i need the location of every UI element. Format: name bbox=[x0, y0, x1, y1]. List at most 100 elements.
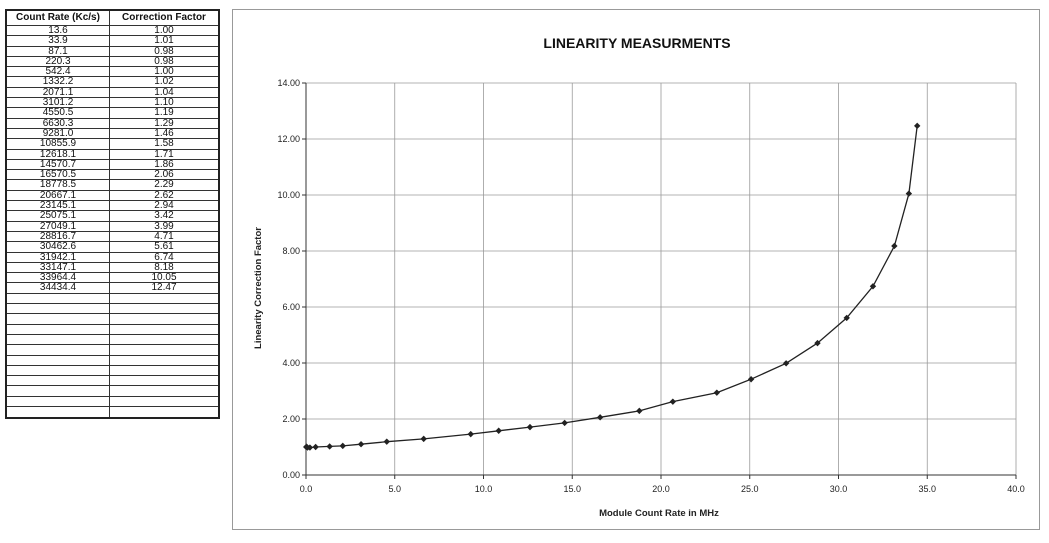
correction-factor-cell bbox=[110, 304, 218, 313]
correction-factor-cell: 8.18 bbox=[154, 262, 174, 273]
table-row: 542.4 1.00 bbox=[7, 67, 218, 78]
count-rate-cell: 33.9 bbox=[7, 36, 110, 46]
correction-factor-cell bbox=[110, 376, 218, 385]
correction-factor-cell: 1.58 bbox=[154, 139, 174, 149]
data-point bbox=[905, 190, 913, 197]
table-row: 20667.1 2.62 bbox=[7, 190, 218, 202]
count-rate-cell: 30462.6 bbox=[7, 242, 110, 252]
count-rate-cell: 1332.2 bbox=[7, 77, 110, 87]
count-rate-cell bbox=[7, 386, 110, 396]
y-tick-label: 12.00 bbox=[277, 134, 300, 144]
count-rate-cell: 28816.7 bbox=[7, 231, 110, 242]
table-row: 14570.7 1.86 bbox=[7, 159, 218, 171]
data-point bbox=[561, 419, 568, 427]
table-row: 13.6 1.00 bbox=[7, 26, 218, 37]
data-point bbox=[747, 376, 755, 383]
x-tick-label: 30.0 bbox=[830, 484, 848, 494]
correction-factor-cell: 1.02 bbox=[154, 77, 174, 87]
count-rate-cell: 34434.4 bbox=[7, 283, 110, 293]
data-point bbox=[814, 339, 821, 347]
table-row bbox=[7, 396, 218, 407]
table-row: 9281.0 1.46 bbox=[7, 128, 218, 140]
x-tick-label: 0.0 bbox=[300, 484, 313, 494]
data-point bbox=[357, 441, 365, 448]
x-tick-label: 5.0 bbox=[388, 484, 401, 494]
y-tick-label: 0.00 bbox=[282, 470, 300, 480]
count-rate-cell: 16570.5 bbox=[7, 170, 110, 180]
table-row: 12618.1 1.71 bbox=[7, 149, 218, 160]
table-row: 23145.1 2.94 bbox=[7, 201, 218, 212]
table-row: 18778.5 2.29 bbox=[7, 180, 218, 191]
table-row bbox=[7, 304, 218, 315]
count-rate-cell: 87.1 bbox=[7, 46, 110, 56]
data-table: Count Rate (Kc/s) Correction Factor 13.6… bbox=[5, 9, 220, 420]
table-row bbox=[7, 314, 218, 325]
y-tick-label: 8.00 bbox=[282, 246, 300, 256]
count-rate-cell: 31942.1 bbox=[7, 252, 110, 262]
correction-factor-cell: 2.29 bbox=[154, 180, 174, 190]
data-point bbox=[782, 360, 790, 367]
correction-factor-cell bbox=[110, 314, 218, 323]
correction-factor-cell: 3.99 bbox=[154, 221, 174, 231]
x-tick-label: 15.0 bbox=[563, 484, 581, 494]
count-rate-cell bbox=[7, 355, 110, 365]
header-correction-factor: Correction Factor bbox=[122, 12, 206, 23]
correction-factor-cell: 1.00 bbox=[154, 26, 174, 36]
correction-factor-cell: 2.94 bbox=[154, 201, 174, 211]
count-rate-cell bbox=[7, 365, 110, 376]
x-tick-label: 10.0 bbox=[475, 484, 493, 494]
count-rate-cell: 20667.1 bbox=[7, 190, 110, 201]
correction-factor-cell: 4.71 bbox=[154, 231, 174, 242]
correction-factor-cell bbox=[110, 386, 218, 395]
data-point bbox=[383, 438, 390, 445]
table-row bbox=[7, 324, 218, 335]
data-point bbox=[869, 283, 877, 290]
correction-factor-cell: 1.00 bbox=[154, 67, 174, 77]
correction-factor-cell: 1.71 bbox=[154, 149, 174, 159]
data-point bbox=[843, 314, 850, 322]
correction-factor-cell: 3.42 bbox=[154, 211, 174, 221]
table-header-row: Count Rate (Kc/s) Correction Factor bbox=[7, 11, 218, 26]
table-row bbox=[7, 386, 218, 397]
table-row bbox=[7, 293, 218, 305]
correction-factor-cell bbox=[110, 397, 218, 406]
data-point bbox=[636, 407, 643, 415]
correction-factor-cell: 1.04 bbox=[154, 87, 174, 98]
data-point bbox=[495, 427, 502, 434]
count-rate-cell: 2071.1 bbox=[7, 87, 110, 98]
correction-factor-cell: 6.74 bbox=[154, 252, 174, 262]
header-count-rate: Count Rate (Kc/s) bbox=[7, 11, 110, 25]
y-tick-label: 14.00 bbox=[277, 78, 300, 88]
correction-factor-cell: 1.10 bbox=[154, 98, 174, 108]
correction-factor-cell: 0.98 bbox=[154, 46, 174, 56]
count-rate-cell: 25075.1 bbox=[7, 211, 110, 221]
data-point bbox=[326, 443, 333, 450]
count-rate-cell: 6630.3 bbox=[7, 118, 110, 128]
count-rate-cell: 13.6 bbox=[7, 26, 110, 36]
x-tick-label: 20.0 bbox=[652, 484, 670, 494]
table-row bbox=[7, 376, 218, 387]
count-rate-cell: 542.4 bbox=[7, 67, 110, 77]
count-rate-cell: 33147.1 bbox=[7, 262, 110, 273]
table-row bbox=[7, 334, 218, 346]
table-row: 33964.4 10.05 bbox=[7, 273, 218, 284]
count-rate-cell: 10855.9 bbox=[7, 139, 110, 149]
table-row: 3101.2 1.10 bbox=[7, 98, 218, 109]
table-row: 87.1 0.98 bbox=[7, 46, 218, 57]
count-rate-cell bbox=[7, 293, 110, 304]
y-axis-title: Linearity Correction Factor bbox=[253, 227, 264, 349]
series-line bbox=[305, 125, 918, 449]
correction-factor-cell: 2.06 bbox=[154, 170, 174, 180]
y-tick-label: 10.00 bbox=[277, 190, 300, 200]
correction-factor-cell bbox=[110, 335, 218, 344]
correction-factor-cell bbox=[110, 356, 218, 365]
count-rate-cell: 3101.2 bbox=[7, 98, 110, 108]
table-row bbox=[7, 345, 218, 356]
correction-factor-cell: 12.47 bbox=[151, 283, 177, 293]
chart-title: LINEARITY MEASURMENTS bbox=[543, 35, 730, 51]
table-row: 33.9 1.01 bbox=[7, 36, 218, 47]
count-rate-cell bbox=[7, 304, 110, 314]
correction-factor-cell bbox=[110, 407, 218, 417]
count-rate-cell: 14570.7 bbox=[7, 159, 110, 170]
y-tick-label: 2.00 bbox=[282, 414, 300, 424]
